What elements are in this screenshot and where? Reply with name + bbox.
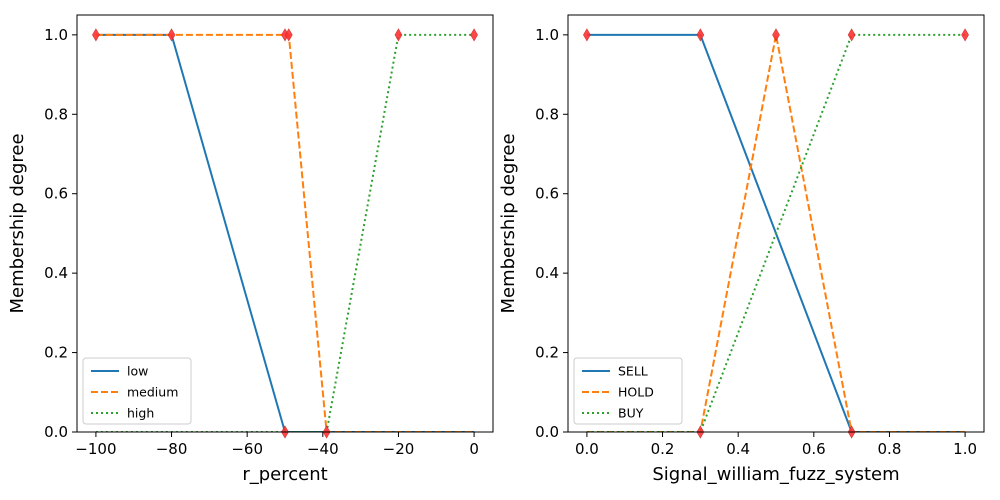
axes-frame: [567, 14, 985, 433]
y-tick-label: 0.6: [535, 185, 559, 203]
y-tick-label: 0.6: [44, 185, 68, 203]
y-tick-label: 0.8: [535, 105, 559, 123]
x-tick-label: −100: [75, 440, 116, 458]
y-tick-label: 0.0: [44, 423, 68, 441]
legend-box: [573, 357, 683, 425]
x-tick-label: 1.0: [953, 440, 977, 458]
series-line-low: [95, 33, 475, 432]
data-point-marker: [92, 28, 100, 42]
x-tick-label: 0.8: [878, 440, 902, 458]
x-tick-label: −40: [307, 440, 339, 458]
legend-box: [82, 357, 192, 425]
x-tick-label: −60: [231, 440, 263, 458]
data-point-marker: [847, 28, 856, 42]
y-tick-label: 0.8: [44, 105, 68, 123]
data-point-marker: [470, 28, 478, 42]
legend-label: high: [127, 406, 154, 421]
x-tick-label: 0: [469, 440, 479, 458]
data-point-marker: [583, 28, 591, 42]
data-point-marker: [696, 28, 705, 42]
y-tick-label: 0.4: [535, 264, 559, 282]
series-line-buy: [586, 33, 966, 432]
y-axis-label: Membership degree: [7, 133, 28, 313]
legend-label: medium: [127, 385, 178, 400]
data-point-marker: [772, 28, 780, 42]
axes-frame: [76, 14, 494, 433]
y-tick-label: 0.0: [535, 423, 559, 441]
legend-label: HOLD: [618, 385, 654, 400]
y-tick-label: 0.4: [44, 264, 68, 282]
data-point-marker: [394, 28, 403, 42]
x-tick-label: 0.2: [651, 440, 675, 458]
x-tick-label: −20: [383, 440, 415, 458]
y-axis-label: Membership degree: [498, 133, 519, 313]
x-axis-label: r_percent: [242, 464, 327, 485]
x-tick-label: −80: [156, 440, 188, 458]
legend-label: low: [127, 364, 148, 379]
x-axis-label: Signal_william_fuzz_system: [652, 464, 899, 485]
x-tick-label: 0.6: [802, 440, 826, 458]
x-tick-label: 0.4: [726, 440, 750, 458]
data-point-marker: [961, 28, 969, 42]
data-point-marker: [284, 28, 293, 42]
legend: low medium high: [82, 357, 192, 425]
x-tick-label: 0.0: [575, 440, 599, 458]
y-tick-label: 1.0: [44, 26, 68, 44]
chart-panel-2: 0.0 0.2 0.4 0.6 0.8 1.0 0.0 0.2 0.4 0.6 0.8 1.0 Sign…: [498, 14, 985, 485]
data-point-marker: [167, 28, 176, 42]
legend-label: BUY: [618, 406, 644, 421]
chart-panel-1: −100 −80 −60 −40 −20 0 0.0 0.2 0.4 0.6 0.8 1.0 r_per…: [7, 14, 494, 485]
legend: SELL HOLD BUY: [573, 357, 683, 425]
y-tick-label: 1.0: [535, 26, 559, 44]
legend-label: SELL: [618, 364, 648, 379]
y-tick-label: 0.2: [535, 344, 559, 362]
y-tick-label: 0.2: [44, 344, 68, 362]
